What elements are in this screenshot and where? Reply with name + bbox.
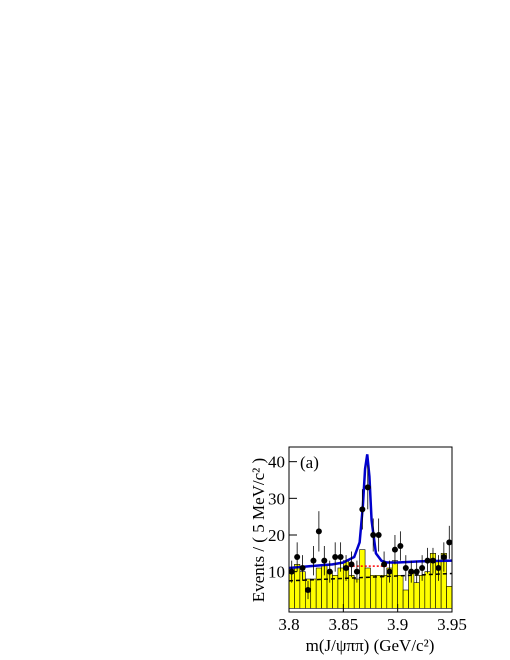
data-point [381,561,388,568]
data-point [429,557,436,564]
data-point [419,565,426,571]
histogram-bar [310,578,317,609]
histogram-bar [446,586,453,609]
data-point [375,532,382,538]
data-point [359,506,366,513]
data-point [391,546,398,553]
data-point [364,484,371,491]
data-point [386,568,393,575]
data-point [294,554,301,560]
plot-frame [288,446,453,613]
data-point [337,554,344,560]
y-tick-label: 10 [268,563,285,582]
data-point [435,565,442,571]
x-tick-label: 3.95 [437,615,467,634]
histogram-bar [391,560,398,609]
histogram-bar [315,567,322,609]
data-point [353,568,360,575]
histogram-bar [397,575,404,609]
histogram-bar [353,578,360,609]
data-point [288,568,295,575]
fit-curve [288,454,453,570]
histogram-bar [413,582,420,609]
histogram-bar [332,575,339,609]
data-point [326,568,333,575]
data-point [446,539,453,546]
data-point [402,565,409,571]
data-point [413,568,420,575]
histogram-bar [364,567,371,609]
histogram-bar [370,575,377,609]
y-tick-label: 20 [268,526,285,545]
data-point [408,568,415,575]
x-tick-label: 3.8 [278,615,299,634]
histogram-bar [337,567,344,609]
x-axis-label: m(J/ψππ) (GeV/c²) [306,636,435,655]
data-point [370,532,377,538]
data-point [424,557,431,564]
data-point [440,554,447,560]
data-point [299,565,306,571]
annotation: (a) [300,453,319,472]
y-tick-label: 30 [268,489,285,508]
y-tick-label: 40 [268,453,285,472]
data-point [332,554,339,560]
histogram-bar [424,571,431,609]
data-point [305,587,312,593]
x-tick-label: 3.85 [328,615,358,634]
x-tick-label: 3.9 [387,615,408,634]
data-point [321,557,328,564]
histogram-bar [359,549,366,609]
data-point [397,543,404,549]
histogram-bar [348,575,355,609]
y-axis-label: Events / ( 5 MeV/c² ) [249,458,268,602]
data-point [310,557,317,564]
histogram-bar [402,589,409,609]
histogram-bar [381,575,388,609]
fit-curve [288,572,453,582]
data-point [343,565,350,571]
histogram-bar [375,575,382,609]
data-point [315,528,322,535]
data-point [348,561,355,568]
